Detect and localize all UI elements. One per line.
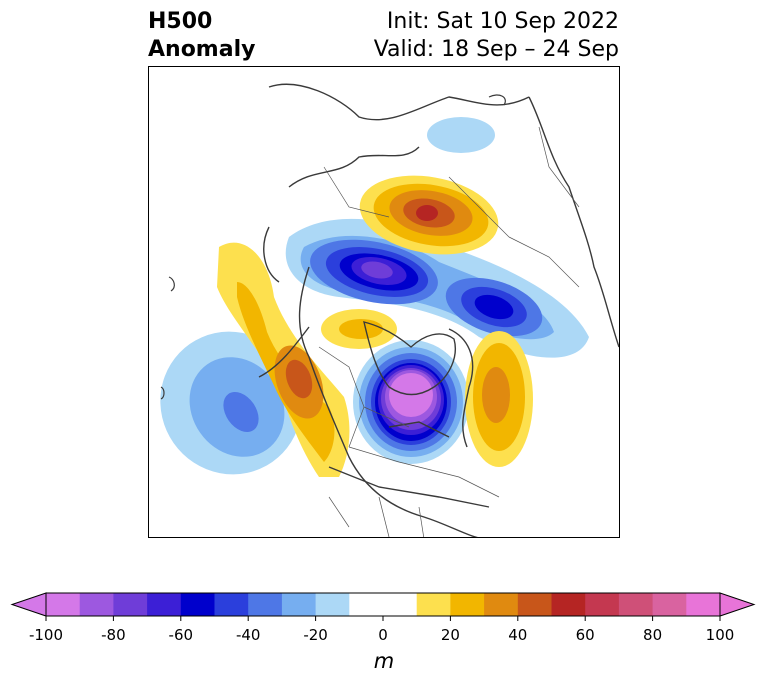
colorbar-swatch (585, 593, 620, 616)
colorbar-tick-label: -40 (236, 626, 261, 644)
colorbar-swatch (652, 593, 687, 616)
colorbar-tick-label: -80 (101, 626, 126, 644)
islands (160, 94, 506, 400)
colorbar-swatch (686, 593, 721, 616)
colorbar-tick-label: 40 (508, 626, 527, 644)
colorbar-swatch (450, 593, 485, 616)
map-dates: Init: Sat 10 Sep 2022 Valid: 18 Sep – 24… (374, 8, 619, 64)
colorbar-swatch (517, 593, 552, 616)
anomaly-siberia-ridge (359, 175, 499, 255)
anomaly-alaska-ridge (217, 242, 350, 477)
map-canvas (160, 83, 619, 537)
anomaly-map (148, 66, 620, 538)
colorbar-swatch (349, 593, 418, 616)
colorbar-tick-label: -20 (303, 626, 328, 644)
colorbar-swatch (147, 593, 182, 616)
anomaly-beaufort-ridge (321, 309, 397, 349)
colorbar-extend-min (10, 592, 47, 617)
colorbar-tick-label: 100 (706, 626, 735, 644)
valid-range: Valid: 18 Sep – 24 Sep (373, 37, 619, 62)
colorbar-swatch (248, 593, 283, 616)
colorbar-extend-max (719, 592, 756, 617)
colorbar-tick-label: 0 (378, 626, 388, 644)
colorbar-tick-label: -100 (29, 626, 63, 644)
colorbar-swatch (315, 593, 350, 616)
colorbar-swatch (214, 593, 249, 616)
colorbar-ticks: -100 -80 -60 -40 -20 0 20 40 60 80 100 (29, 616, 734, 644)
anomaly-atlantic-ridge (465, 331, 533, 467)
colorbar-swatch (281, 593, 317, 616)
anomaly-east-siberian-low (427, 117, 495, 153)
borders (318, 126, 580, 537)
colorbar-swatch (484, 593, 519, 616)
anomaly-hudson-low (353, 340, 469, 464)
colorbar-swatch (551, 593, 586, 616)
anomaly-arctic-trough (285, 218, 589, 358)
colorbar-swatch (416, 593, 451, 616)
colorbar-swatch (79, 593, 114, 616)
colorbar-unit: m (374, 649, 394, 673)
title-field: Anomaly (148, 37, 256, 62)
colorbar-tick-label: 80 (643, 626, 662, 644)
coastlines (258, 83, 619, 537)
colorbar-tick-label: -60 (169, 626, 194, 644)
colorbar: -100 -80 -60 -40 -20 0 20 40 60 80 100 m (10, 592, 756, 673)
colorbar-swatches (10, 592, 756, 617)
colorbar-swatch (180, 593, 215, 616)
title-variable: H500 (148, 9, 213, 34)
colorbar-swatch (618, 593, 654, 616)
map-title: H500 Anomaly (148, 8, 255, 64)
colorbar-tick-label: 60 (576, 626, 595, 644)
init-date: Init: Sat 10 Sep 2022 (386, 9, 619, 34)
colorbar-swatch (113, 593, 148, 616)
colorbar-tick-label: 20 (441, 626, 460, 644)
colorbar-swatch (46, 593, 81, 616)
